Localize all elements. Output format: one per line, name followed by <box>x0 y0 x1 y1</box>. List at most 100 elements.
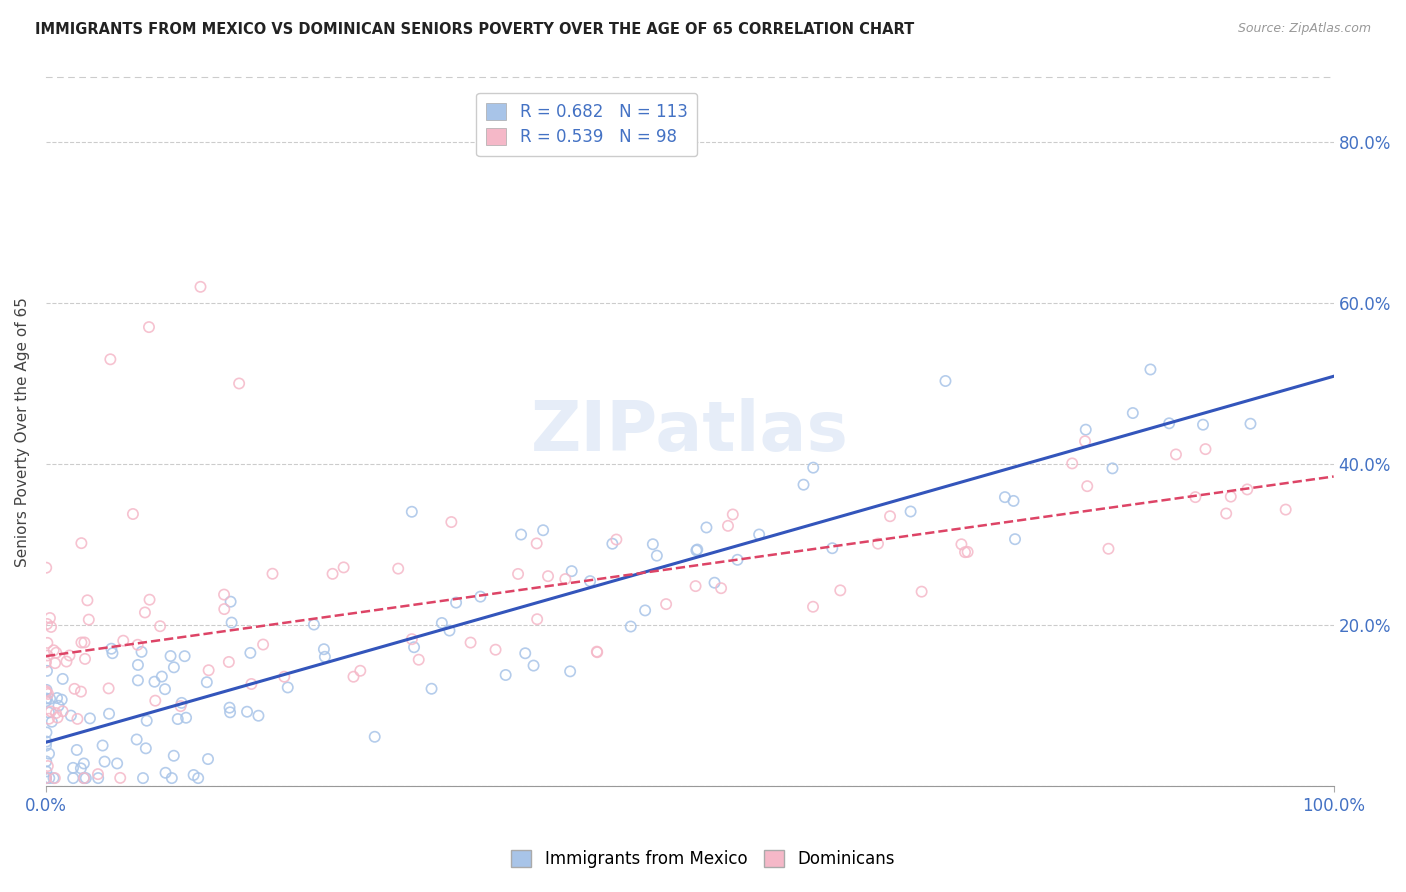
Point <box>187 771 209 785</box>
Point <box>560 665 582 679</box>
Point <box>717 518 740 533</box>
Point <box>554 572 576 586</box>
Point <box>1004 532 1026 546</box>
Point <box>506 566 529 581</box>
Point <box>1074 434 1097 449</box>
Point <box>73 635 96 649</box>
Point <box>585 645 607 659</box>
Point <box>900 504 922 518</box>
Point <box>314 649 336 664</box>
Point <box>38 706 60 720</box>
Point <box>515 646 537 660</box>
Point <box>112 633 135 648</box>
Point <box>39 620 62 634</box>
Point <box>420 681 443 696</box>
Point <box>73 652 96 666</box>
Point <box>1122 406 1144 420</box>
Point <box>401 505 423 519</box>
Point <box>349 664 371 678</box>
Point <box>312 642 335 657</box>
Point <box>51 692 73 706</box>
Point <box>108 771 131 785</box>
Point <box>1002 494 1025 508</box>
Point <box>45 646 67 660</box>
Point <box>342 670 364 684</box>
Point <box>495 668 517 682</box>
Point <box>727 553 749 567</box>
Point <box>35 771 58 785</box>
Point <box>170 696 193 710</box>
Point <box>35 694 58 708</box>
Point <box>48 698 70 713</box>
Point <box>35 684 58 698</box>
Point <box>93 755 115 769</box>
Point <box>41 714 63 729</box>
Point <box>879 509 901 524</box>
Point <box>1097 541 1119 556</box>
Point <box>602 537 624 551</box>
Point <box>748 527 770 541</box>
Point <box>1101 461 1123 475</box>
Point <box>135 714 157 728</box>
Point <box>42 771 65 785</box>
Point <box>98 706 121 721</box>
Point <box>641 537 664 551</box>
Point <box>526 612 548 626</box>
Point <box>792 477 814 491</box>
Point <box>122 507 145 521</box>
Point <box>579 574 602 589</box>
Point <box>132 771 155 785</box>
Point <box>73 771 96 785</box>
Point <box>252 638 274 652</box>
Point <box>994 490 1017 504</box>
Point <box>101 646 124 660</box>
Point <box>236 705 259 719</box>
Point <box>830 583 852 598</box>
Point <box>127 638 149 652</box>
Point <box>364 730 387 744</box>
Point <box>127 673 149 688</box>
Point <box>408 653 430 667</box>
Point <box>387 561 409 575</box>
Point <box>801 599 824 614</box>
Point <box>655 597 678 611</box>
Point <box>35 725 58 739</box>
Point <box>70 761 93 775</box>
Point <box>155 765 177 780</box>
Point <box>221 615 243 630</box>
Point <box>685 543 707 558</box>
Point <box>39 691 62 706</box>
Point <box>35 734 58 748</box>
Point <box>159 648 181 663</box>
Point <box>1076 479 1098 493</box>
Point <box>45 706 67 720</box>
Point <box>273 670 295 684</box>
Point <box>52 704 75 718</box>
Point <box>430 615 453 630</box>
Point <box>73 756 96 771</box>
Point <box>190 280 212 294</box>
Point <box>149 619 172 633</box>
Point <box>44 771 66 785</box>
Point <box>125 732 148 747</box>
Point <box>35 560 58 574</box>
Point <box>35 617 58 632</box>
Point <box>240 677 263 691</box>
Point <box>150 669 173 683</box>
Point <box>950 537 973 551</box>
Point <box>59 708 82 723</box>
Point <box>1062 457 1084 471</box>
Point <box>195 675 218 690</box>
Point <box>228 376 250 391</box>
Point <box>35 655 58 669</box>
Point <box>66 743 89 757</box>
Point <box>956 545 979 559</box>
Point <box>910 584 932 599</box>
Point <box>1184 490 1206 504</box>
Point <box>605 533 627 547</box>
Point <box>484 642 506 657</box>
Point <box>537 569 560 583</box>
Point <box>38 747 60 761</box>
Point <box>143 674 166 689</box>
Point <box>197 663 219 677</box>
